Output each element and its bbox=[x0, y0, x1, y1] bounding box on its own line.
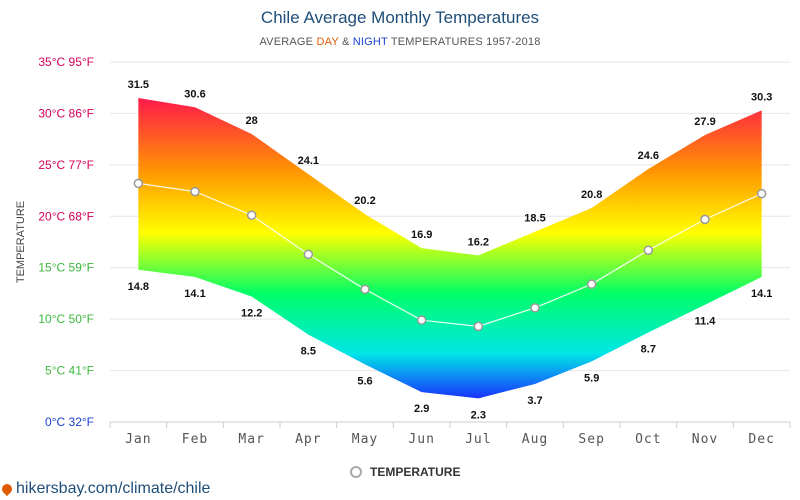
map-pin-icon bbox=[0, 481, 15, 497]
x-tick-label: Aug bbox=[522, 432, 548, 447]
y-tick-label: 0°C 32°F bbox=[45, 415, 94, 429]
x-tick-label: Oct bbox=[635, 432, 661, 447]
chart-title: Chile Average Monthly Temperatures bbox=[260, 8, 540, 27]
average-point bbox=[586, 279, 597, 289]
y-tick-label: 20°C 68°F bbox=[38, 209, 94, 223]
y-tick-label: 15°C 59°F bbox=[38, 261, 94, 275]
subtitle-day: DAY bbox=[316, 36, 339, 48]
x-tick-label: Apr bbox=[295, 432, 321, 447]
night-value-label: 14.1 bbox=[184, 288, 205, 300]
average-point bbox=[360, 284, 370, 295]
average-line bbox=[138, 182, 762, 327]
day-value-label: 20.2 bbox=[354, 195, 375, 207]
day-value-label: 28 bbox=[246, 115, 258, 127]
night-value-label: 11.4 bbox=[695, 316, 717, 328]
night-value-label: 14.8 bbox=[128, 281, 149, 293]
day-value-label: 24.1 bbox=[298, 155, 319, 167]
subtitle-night: NIGHT bbox=[352, 36, 388, 48]
average-point bbox=[303, 249, 314, 260]
legend-marker-icon bbox=[350, 466, 362, 478]
average-point bbox=[246, 210, 257, 221]
average-point bbox=[190, 186, 200, 197]
source-link[interactable]: hikersbay.com/climate/chile bbox=[0, 480, 211, 498]
night-value-label: 2.3 bbox=[471, 409, 486, 421]
y-tick-label: 30°C 86°F bbox=[38, 106, 94, 120]
night-value-label: 3.7 bbox=[527, 395, 542, 407]
y-tick-label: 5°C 41°F bbox=[45, 364, 94, 378]
chart-subtitle: AVERAGE DAY & NIGHT TEMPERATURES 1957-20… bbox=[0, 36, 800, 48]
day-value-label: 18.5 bbox=[524, 213, 545, 225]
day-value-label: 20.8 bbox=[581, 189, 602, 201]
night-value-label: 2.9 bbox=[414, 403, 429, 415]
day-value-label: 30.6 bbox=[184, 88, 205, 100]
subtitle-amp: & bbox=[338, 36, 353, 48]
night-value-label: 12.2 bbox=[241, 308, 262, 320]
y-tick-label: 25°C 77°F bbox=[38, 158, 94, 172]
average-point bbox=[416, 315, 427, 325]
night-value-label: 8.7 bbox=[641, 344, 656, 356]
night-value-label: 14.1 bbox=[751, 288, 772, 300]
day-value-label: 16.2 bbox=[468, 236, 489, 248]
x-tick-label: Dec bbox=[748, 432, 774, 447]
night-value-label: 5.9 bbox=[584, 372, 599, 384]
y-tick-label: 35°C 95°F bbox=[38, 55, 94, 69]
x-tick-label: May bbox=[352, 432, 378, 447]
day-value-label: 24.6 bbox=[638, 150, 659, 162]
y-tick-label: 10°C 50°F bbox=[38, 312, 94, 326]
x-tick-label: Feb bbox=[182, 432, 208, 447]
average-point bbox=[756, 188, 767, 199]
day-value-label: 27.9 bbox=[694, 116, 715, 128]
x-tick-label: Jan bbox=[125, 432, 151, 447]
chart-legend[interactable]: TEMPERATURE bbox=[350, 465, 460, 479]
day-value-label: 16.9 bbox=[411, 229, 432, 241]
x-tick-label: Jun bbox=[408, 432, 434, 447]
average-point bbox=[700, 214, 710, 225]
subtitle-suffix: TEMPERATURES 1957-2018 bbox=[387, 36, 541, 48]
y-axis-title: TEMPERATURE bbox=[15, 201, 27, 283]
subtitle-prefix: AVERAGE bbox=[259, 36, 317, 48]
x-tick-label: Mar bbox=[238, 432, 264, 447]
temperature-band bbox=[138, 98, 762, 399]
night-value-label: 8.5 bbox=[301, 346, 316, 358]
x-tick-label: Jul bbox=[465, 432, 491, 447]
x-tick-label: Nov bbox=[692, 432, 718, 447]
average-point bbox=[133, 178, 144, 189]
average-point bbox=[530, 303, 540, 313]
source-text: hikersbay.com/climate/chile bbox=[16, 480, 211, 497]
day-value-label: 30.3 bbox=[751, 91, 772, 103]
x-tick-label: Sep bbox=[578, 432, 604, 447]
average-point bbox=[643, 245, 654, 255]
day-value-label: 31.5 bbox=[128, 79, 149, 91]
legend-label: TEMPERATURE bbox=[370, 465, 461, 479]
average-point bbox=[473, 321, 484, 332]
night-value-label: 5.6 bbox=[357, 375, 372, 387]
